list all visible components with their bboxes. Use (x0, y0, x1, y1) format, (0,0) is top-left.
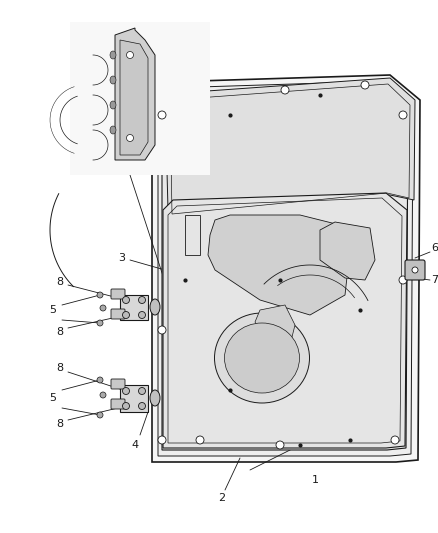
Ellipse shape (123, 311, 130, 319)
Ellipse shape (361, 81, 369, 89)
Ellipse shape (399, 111, 407, 119)
FancyBboxPatch shape (111, 289, 125, 299)
Ellipse shape (276, 441, 284, 449)
FancyBboxPatch shape (405, 260, 425, 280)
Ellipse shape (97, 320, 103, 326)
Text: 2: 2 (219, 493, 226, 503)
Text: 8: 8 (57, 327, 64, 337)
Text: 7: 7 (431, 275, 438, 285)
FancyBboxPatch shape (111, 399, 125, 409)
Polygon shape (162, 87, 408, 450)
Polygon shape (320, 222, 375, 280)
Ellipse shape (100, 305, 106, 311)
FancyBboxPatch shape (111, 379, 125, 389)
Ellipse shape (97, 292, 103, 298)
Ellipse shape (225, 323, 300, 393)
Ellipse shape (138, 387, 145, 394)
FancyBboxPatch shape (70, 22, 210, 175)
Text: 8: 8 (57, 363, 64, 373)
Ellipse shape (127, 52, 134, 59)
Text: 5: 5 (49, 305, 57, 315)
Ellipse shape (158, 326, 166, 334)
FancyBboxPatch shape (111, 309, 125, 319)
Ellipse shape (97, 412, 103, 418)
Ellipse shape (110, 76, 116, 84)
Text: 4: 4 (131, 440, 138, 450)
Ellipse shape (97, 377, 103, 383)
Polygon shape (165, 78, 415, 210)
Ellipse shape (399, 276, 407, 284)
Ellipse shape (281, 86, 289, 94)
Text: 8: 8 (57, 277, 64, 287)
Ellipse shape (127, 134, 134, 141)
Ellipse shape (196, 436, 204, 444)
Ellipse shape (412, 267, 418, 273)
Polygon shape (120, 295, 148, 320)
Ellipse shape (158, 436, 166, 444)
Text: 6: 6 (431, 243, 438, 253)
Ellipse shape (215, 313, 310, 403)
Ellipse shape (110, 51, 116, 59)
Ellipse shape (123, 296, 130, 303)
Ellipse shape (138, 402, 145, 409)
Text: 8: 8 (57, 419, 64, 429)
Text: 9: 9 (70, 108, 77, 118)
Ellipse shape (391, 436, 399, 444)
Ellipse shape (150, 390, 160, 406)
Ellipse shape (110, 101, 116, 109)
Polygon shape (163, 193, 407, 448)
Text: 5: 5 (49, 393, 57, 403)
Ellipse shape (158, 111, 166, 119)
Text: 3: 3 (119, 253, 126, 263)
Ellipse shape (150, 299, 160, 315)
Ellipse shape (138, 296, 145, 303)
Polygon shape (255, 305, 295, 345)
Ellipse shape (138, 311, 145, 319)
Ellipse shape (123, 387, 130, 394)
Polygon shape (120, 40, 148, 155)
Polygon shape (115, 28, 155, 160)
Polygon shape (158, 81, 413, 456)
Text: 1: 1 (311, 475, 318, 485)
Text: 10: 10 (349, 323, 361, 333)
Ellipse shape (110, 126, 116, 134)
Ellipse shape (123, 402, 130, 409)
Polygon shape (120, 385, 148, 412)
Polygon shape (208, 215, 350, 315)
Ellipse shape (100, 392, 106, 398)
Polygon shape (152, 75, 420, 462)
